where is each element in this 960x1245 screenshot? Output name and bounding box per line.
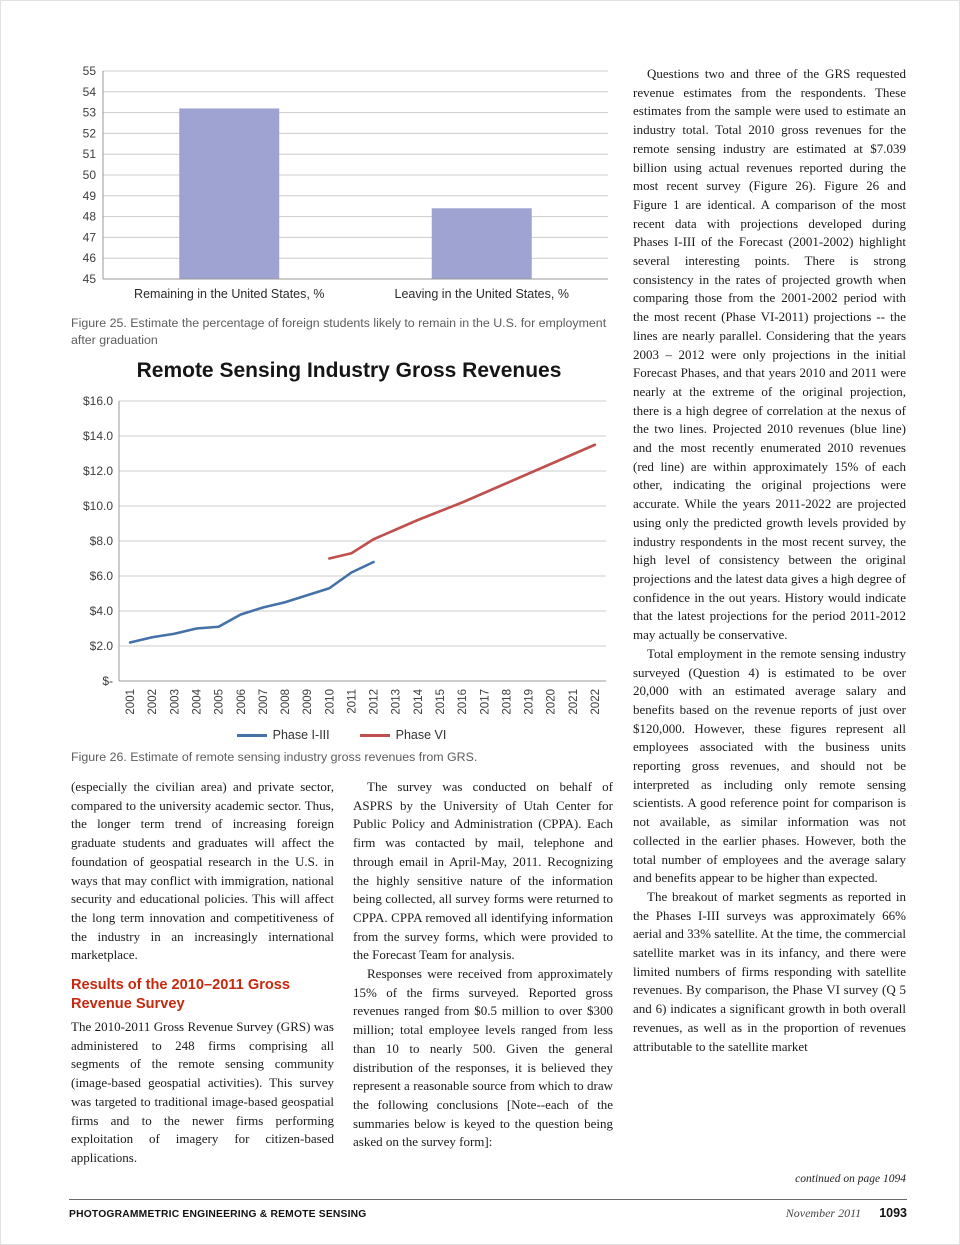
svg-text:45: 45 (83, 272, 97, 286)
legend-swatch-phase-i-iii (236, 733, 267, 737)
svg-text:Remaining in the United States: Remaining in the United States, % (134, 287, 324, 301)
svg-text:$8.0: $8.0 (90, 534, 114, 548)
svg-text:2013: 2013 (391, 689, 403, 715)
svg-text:55: 55 (83, 64, 97, 78)
svg-text:52: 52 (83, 126, 97, 140)
figure26-chart: $- $2.0 $4.0 $6.0 $8.0 $10.0 $12.0 $14.0 $16.0 20… (83, 394, 606, 715)
svg-text:2017: 2017 (479, 689, 491, 715)
svg-text:$10.0: $10.0 (83, 499, 113, 513)
svg-text:2003: 2003 (169, 689, 181, 715)
legend-swatch-phase-vi (359, 733, 390, 737)
figure26-legend: Phase I-III Phase VI (69, 728, 614, 742)
svg-text:2020: 2020 (546, 689, 558, 715)
svg-text:Leaving in the United States,: Leaving in the United States, % (395, 287, 569, 301)
svg-text:$16.0: $16.0 (83, 394, 113, 408)
svg-text:2009: 2009 (302, 689, 314, 715)
legend-label-phase-vi: Phase VI (395, 728, 447, 742)
svg-text:$14.0: $14.0 (83, 429, 113, 443)
svg-text:2015: 2015 (435, 689, 447, 715)
svg-text:2012: 2012 (369, 689, 381, 715)
figure26-caption: Figure 26. Estimate of remote sensing in… (71, 750, 478, 764)
footer-rule (69, 1199, 907, 1200)
svg-text:2019: 2019 (524, 689, 536, 715)
column-left: (especially the civilian area) and priva… (71, 778, 334, 1168)
svg-text:54: 54 (83, 85, 97, 99)
svg-text:2008: 2008 (280, 689, 292, 715)
svg-text:2022: 2022 (590, 689, 602, 715)
svg-text:53: 53 (83, 106, 97, 120)
figure25-chart: 45 46 47 48 49 50 51 52 53 54 55 Remaining in the U… (83, 64, 608, 301)
svg-text:50: 50 (83, 168, 97, 182)
paragraph: The breakout of market segments as repor… (633, 888, 906, 1054)
legend-label-phase-i-iii: Phase I-III (272, 728, 330, 742)
footer-right: November 2011 1093 (786, 1206, 907, 1221)
svg-text:$6.0: $6.0 (90, 569, 114, 583)
figure26-title: Remote Sensing Industry Gross Revenues (136, 359, 562, 382)
issue-date: November 2011 (785, 1206, 862, 1220)
svg-text:2014: 2014 (413, 688, 425, 714)
journal-name: PHOTOGRAMMETRIC ENGINEERING & REMOTE SEN… (69, 1209, 367, 1220)
paragraph: Questions two and three of the GRS reque… (633, 66, 906, 643)
svg-text:51: 51 (83, 147, 97, 161)
svg-text:49: 49 (83, 189, 97, 203)
svg-text:2006: 2006 (236, 689, 248, 715)
svg-text:2001: 2001 (125, 689, 137, 715)
svg-text:2004: 2004 (191, 688, 203, 714)
svg-text:47: 47 (83, 230, 97, 244)
svg-text:2005: 2005 (214, 689, 226, 715)
svg-text:2021: 2021 (568, 689, 580, 715)
page-number: 1093 (879, 1206, 907, 1220)
section-heading-gross-revenue-survey: Results of the 2010–2011 Gross Revenue S… (71, 977, 291, 1012)
svg-text:46: 46 (83, 251, 97, 265)
paragraph: The survey was conducted on behalf of AS… (353, 779, 613, 963)
paragraph: Total employment in the remote sensing i… (633, 645, 906, 886)
svg-text:48: 48 (83, 210, 97, 224)
svg-text:$2.0: $2.0 (90, 639, 114, 653)
svg-text:2011: 2011 (346, 689, 358, 714)
footer: PHOTOGRAMMETRIC ENGINEERING & REMOTE SEN… (69, 1206, 907, 1221)
svg-text:$12.0: $12.0 (83, 464, 113, 478)
svg-text:2007: 2007 (258, 689, 270, 715)
svg-text:2018: 2018 (501, 689, 513, 715)
legend-item-phase-i-iii: Phase I-III (236, 728, 330, 742)
svg-text:2016: 2016 (457, 689, 469, 715)
paragraph: (especially the civilian area) and priva… (71, 779, 334, 963)
legend-item-phase-vi: Phase VI (359, 728, 447, 742)
svg-text:$-: $- (102, 674, 113, 688)
paragraph: Responses were received from approximate… (353, 966, 613, 1150)
column-middle: The survey was conducted on behalf of AS… (353, 778, 613, 1152)
figure25-caption: Figure 25. Estimate the percentage of fo… (71, 316, 607, 347)
column-right: Questions two and three of the GRS reque… (633, 65, 906, 1056)
svg-text:2002: 2002 (147, 689, 159, 715)
svg-text:2010: 2010 (324, 689, 336, 715)
svg-text:$4.0: $4.0 (90, 604, 114, 618)
paragraph: The 2010-2011 Gross Revenue Survey (GRS)… (71, 1019, 334, 1165)
continued-note: continued on page 1094 (795, 1173, 906, 1185)
